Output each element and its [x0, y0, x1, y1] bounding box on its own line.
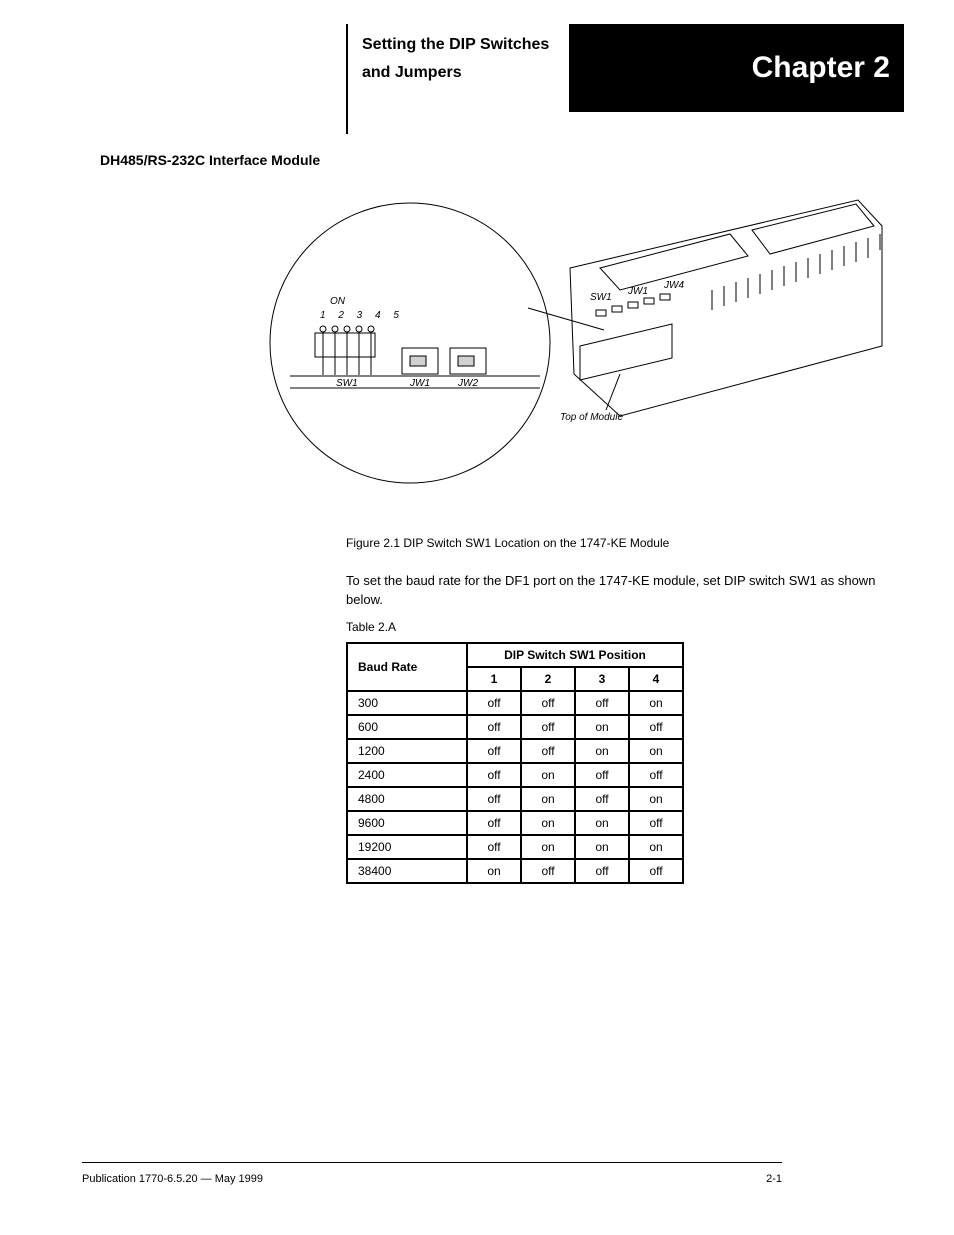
table-row: 300 off off off on: [347, 691, 683, 715]
fig-label-swnums: 1 2 3 4 5: [320, 310, 404, 321]
fig-label-sw1-circle: SW1: [336, 378, 358, 389]
sw-cell: off: [467, 787, 521, 811]
baud-cell: 300: [347, 691, 467, 715]
table-caption: Table 2.A: [346, 620, 396, 634]
sw2-col: 2: [521, 667, 575, 691]
sw-cell: off: [629, 715, 683, 739]
section-subheading: DH485/RS-232C Interface Module: [100, 152, 320, 168]
sw-cell: off: [629, 763, 683, 787]
table-row: 19200 off on on on: [347, 835, 683, 859]
sw-cell: off: [467, 835, 521, 859]
baud-cell: 600: [347, 715, 467, 739]
baud-cell: 2400: [347, 763, 467, 787]
section-title-line2: and Jumpers: [362, 62, 549, 84]
sw-cell: on: [575, 811, 629, 835]
vertical-rule: [346, 24, 348, 134]
fig-label-on: ON: [330, 296, 345, 307]
footer-page-number: 2-1: [766, 1173, 782, 1185]
baud-header: Baud Rate: [347, 643, 467, 691]
sw-cell: off: [575, 859, 629, 883]
section-title: Setting the DIP Switches and Jumpers: [362, 34, 549, 83]
sw-cell: on: [629, 691, 683, 715]
baud-cell: 9600: [347, 811, 467, 835]
sw3-col: 3: [575, 667, 629, 691]
sw-cell: off: [575, 691, 629, 715]
sw1-col: 1: [467, 667, 521, 691]
sw-cell: on: [467, 859, 521, 883]
sw-cell: on: [521, 763, 575, 787]
sw-cell: on: [575, 835, 629, 859]
fig-label-jw1-circle: JW1: [410, 378, 430, 389]
figure-svg: [260, 178, 890, 518]
sw-cell: on: [629, 787, 683, 811]
sw-cell: on: [521, 811, 575, 835]
sw-cell: off: [521, 739, 575, 763]
sw-cell: off: [575, 787, 629, 811]
baud-table: Baud Rate DIP Switch SW1 Position 1 2 3 …: [346, 642, 684, 884]
baud-cell: 4800: [347, 787, 467, 811]
fig-label-topmod: Top of Module: [560, 412, 623, 423]
sw-cell: on: [575, 739, 629, 763]
fig-label-jw4-mod: JW4: [664, 280, 684, 291]
table-intro: To set the baud rate for the DF1 port on…: [346, 572, 886, 610]
section-title-line1: Setting the DIP Switches: [362, 34, 549, 56]
sw-cell: off: [629, 859, 683, 883]
sw-cell: on: [629, 835, 683, 859]
figure-caption: Figure 2.1 DIP Switch SW1 Location on th…: [346, 536, 669, 550]
table-header-row: Baud Rate DIP Switch SW1 Position: [347, 643, 683, 667]
chapter-label: Chapter 2: [752, 51, 890, 85]
table-row: 38400 on off off off: [347, 859, 683, 883]
sw4-col: 4: [629, 667, 683, 691]
figure: ON 1 2 3 4 5 SW1 JW1 JW2 SW1 JW1 JW4 Top…: [260, 178, 890, 518]
footer-publication: Publication 1770-6.5.20 — May 1999: [82, 1173, 263, 1185]
table-row: 4800 off on off on: [347, 787, 683, 811]
sw-cell: on: [521, 835, 575, 859]
sw-cell: off: [467, 715, 521, 739]
sw-cell: off: [575, 763, 629, 787]
sw-cell: off: [521, 715, 575, 739]
footer-rule: [82, 1162, 782, 1163]
fig-label-jw2-circle: JW2: [458, 378, 478, 389]
table-row: 1200 off off on on: [347, 739, 683, 763]
fig-label-jw1-mod: JW1: [628, 286, 648, 297]
fig-label-sw1-mod: SW1: [590, 292, 612, 303]
baud-cell: 1200: [347, 739, 467, 763]
sw-cell: off: [467, 739, 521, 763]
sw-cell: on: [575, 715, 629, 739]
table-row: 2400 off on off off: [347, 763, 683, 787]
baud-cell: 19200: [347, 835, 467, 859]
chapter-box: Chapter 2: [569, 24, 904, 112]
sw-cell: on: [521, 787, 575, 811]
sw-cell: off: [629, 811, 683, 835]
sw-cell: off: [467, 811, 521, 835]
table-row: 9600 off on on off: [347, 811, 683, 835]
table-row: 600 off off on off: [347, 715, 683, 739]
baud-cell: 38400: [347, 859, 467, 883]
sw-cell: off: [467, 691, 521, 715]
sw-header-main: DIP Switch SW1 Position: [467, 643, 683, 667]
sw-cell: off: [521, 691, 575, 715]
sw-cell: off: [521, 859, 575, 883]
sw-cell: off: [467, 763, 521, 787]
sw-cell: on: [629, 739, 683, 763]
